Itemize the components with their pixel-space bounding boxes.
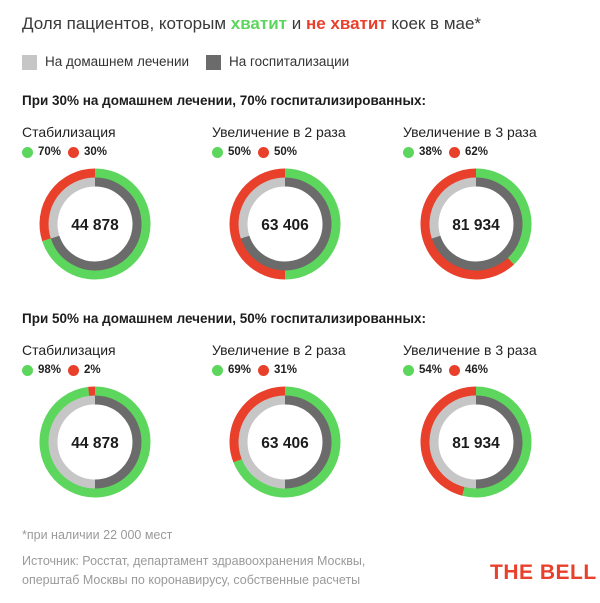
donut-chart: 44 878: [39, 168, 151, 280]
legend-label-home: На домашнем лечении: [45, 54, 190, 69]
legend-swatch-home: [22, 55, 37, 70]
source-line-1: Источник: Росстат, департамент здравоохр…: [22, 554, 366, 568]
donut-inner-home-arc: [234, 173, 286, 240]
donut-chart: 81 934: [420, 168, 532, 280]
donut-inner-hospital-arc: [475, 391, 527, 493]
pct-enough-dot: [212, 365, 223, 376]
donut-outer-not-enough-arc: [420, 168, 514, 280]
donut-outer-not-enough-arc: [229, 168, 286, 280]
donut-outer-enough-arc: [475, 168, 532, 265]
pct-enough-value: 54%: [419, 364, 443, 376]
donut-outer-enough-arc: [39, 386, 151, 498]
pct-not-enough-dot: [258, 365, 269, 376]
title-part2: и: [287, 14, 306, 33]
panel-scenario-name: Увеличение в 2 раза: [212, 342, 346, 358]
pct-enough-dot: [212, 147, 223, 158]
pct-enough-value: 69%: [228, 364, 252, 376]
donut-center-value: 63 406: [261, 435, 309, 452]
donut-outer-enough-arc: [42, 168, 151, 280]
source-line-2: оперштаб Москвы по коронавирусу, собстве…: [22, 573, 361, 587]
donut-chart: 81 934: [420, 386, 532, 498]
donut-inner-hospital-arc: [46, 173, 146, 275]
donut-chart: 44 878: [39, 386, 151, 498]
donut-outer-enough-arc: [233, 386, 341, 498]
donut-center-value: 81 934: [452, 217, 500, 234]
donut-inner-hospital-arc: [94, 391, 146, 493]
section-title-1: При 30% на домашнем лечении, 70% госпита…: [22, 93, 426, 108]
pct-enough-value: 70%: [38, 146, 62, 158]
donut-panel: 63 406 Увеличение в 2 раза 69% 31%: [212, 342, 402, 522]
donut-inner-hospital-arc: [284, 391, 336, 493]
donut-center-value: 81 934: [452, 435, 500, 452]
panel-scenario-name: Увеличение в 3 раза: [403, 342, 537, 358]
pct-not-enough-value: 50%: [274, 146, 298, 158]
donut-panel: 44 878 Стабилизация 70% 30%: [22, 124, 212, 304]
donut-panel: 81 934 Увеличение в 3 раза 54% 46%: [403, 342, 593, 522]
panel-scenario-name: Стабилизация: [22, 342, 116, 358]
pct-not-enough-value: 46%: [465, 364, 489, 376]
pct-enough-value: 38%: [419, 146, 443, 158]
pct-enough-dot: [403, 147, 414, 158]
donut-center-value: 63 406: [261, 217, 309, 234]
donut-chart: 63 406: [229, 168, 341, 280]
donut-outer-not-enough-arc: [229, 386, 286, 463]
pct-not-enough-value: 30%: [84, 146, 108, 158]
donut-panel: 63 406 Увеличение в 2 раза 50% 50%: [212, 124, 402, 304]
pct-not-enough-dot: [68, 147, 79, 158]
title-enough: хватит: [230, 14, 287, 33]
title-part3: коек в мае*: [386, 14, 482, 33]
pct-not-enough-dot: [258, 147, 269, 158]
chart-title: Доля пациентов, которым хватит и не хват…: [22, 14, 481, 34]
donut-outer-not-enough-arc: [39, 168, 96, 242]
pct-enough-value: 98%: [38, 364, 62, 376]
donut-inner-home-arc: [44, 391, 96, 493]
panel-scenario-name: Увеличение в 3 раза: [403, 124, 537, 140]
pct-not-enough-value: 31%: [274, 364, 298, 376]
donut-chart: 63 406: [229, 386, 341, 498]
pct-not-enough-dot: [449, 365, 460, 376]
title-part1: Доля пациентов, которым: [22, 14, 231, 33]
donut-panel: 81 934 Увеличение в 3 раза 38% 62%: [403, 124, 593, 304]
donut-center-value: 44 878: [71, 217, 119, 234]
panel-scenario-name: Стабилизация: [22, 124, 116, 140]
pct-enough-value: 50%: [228, 146, 252, 158]
legend-label-hospital: На госпитализации: [229, 54, 350, 69]
donut-outer-enough-arc: [284, 168, 341, 280]
pct-not-enough-value: 2%: [84, 364, 101, 376]
source-note: Источник: Росстат, департамент здравоохр…: [22, 552, 365, 590]
brand-logo: THE BELL: [490, 561, 597, 584]
pct-not-enough-dot: [68, 365, 79, 376]
donut-inner-home-arc: [425, 173, 477, 240]
section-title-2: При 50% на домашнем лечении, 50% госпита…: [22, 311, 426, 326]
pct-enough-dot: [22, 365, 33, 376]
pct-not-enough-dot: [449, 147, 460, 158]
donut-inner-home-arc: [425, 391, 477, 493]
pct-not-enough-value: 62%: [465, 146, 489, 158]
donut-inner-home-arc: [234, 391, 286, 493]
footnote: *при наличии 22 000 мест: [22, 528, 173, 542]
legend-swatch-hospital: [206, 55, 221, 70]
donut-inner-home-arc: [44, 173, 96, 240]
donut-inner-hospital-arc: [427, 173, 527, 275]
pct-enough-dot: [403, 365, 414, 376]
title-not-enough: не хватит: [305, 14, 387, 33]
panel-scenario-name: Увеличение в 2 раза: [212, 124, 346, 140]
donut-center-value: 44 878: [71, 435, 119, 452]
donut-inner-hospital-arc: [236, 173, 336, 275]
pct-enough-dot: [22, 147, 33, 158]
donut-outer-enough-arc: [462, 386, 532, 498]
donut-outer-not-enough-arc: [420, 386, 477, 496]
donut-panel: 44 878 Стабилизация 98% 2%: [22, 342, 212, 522]
